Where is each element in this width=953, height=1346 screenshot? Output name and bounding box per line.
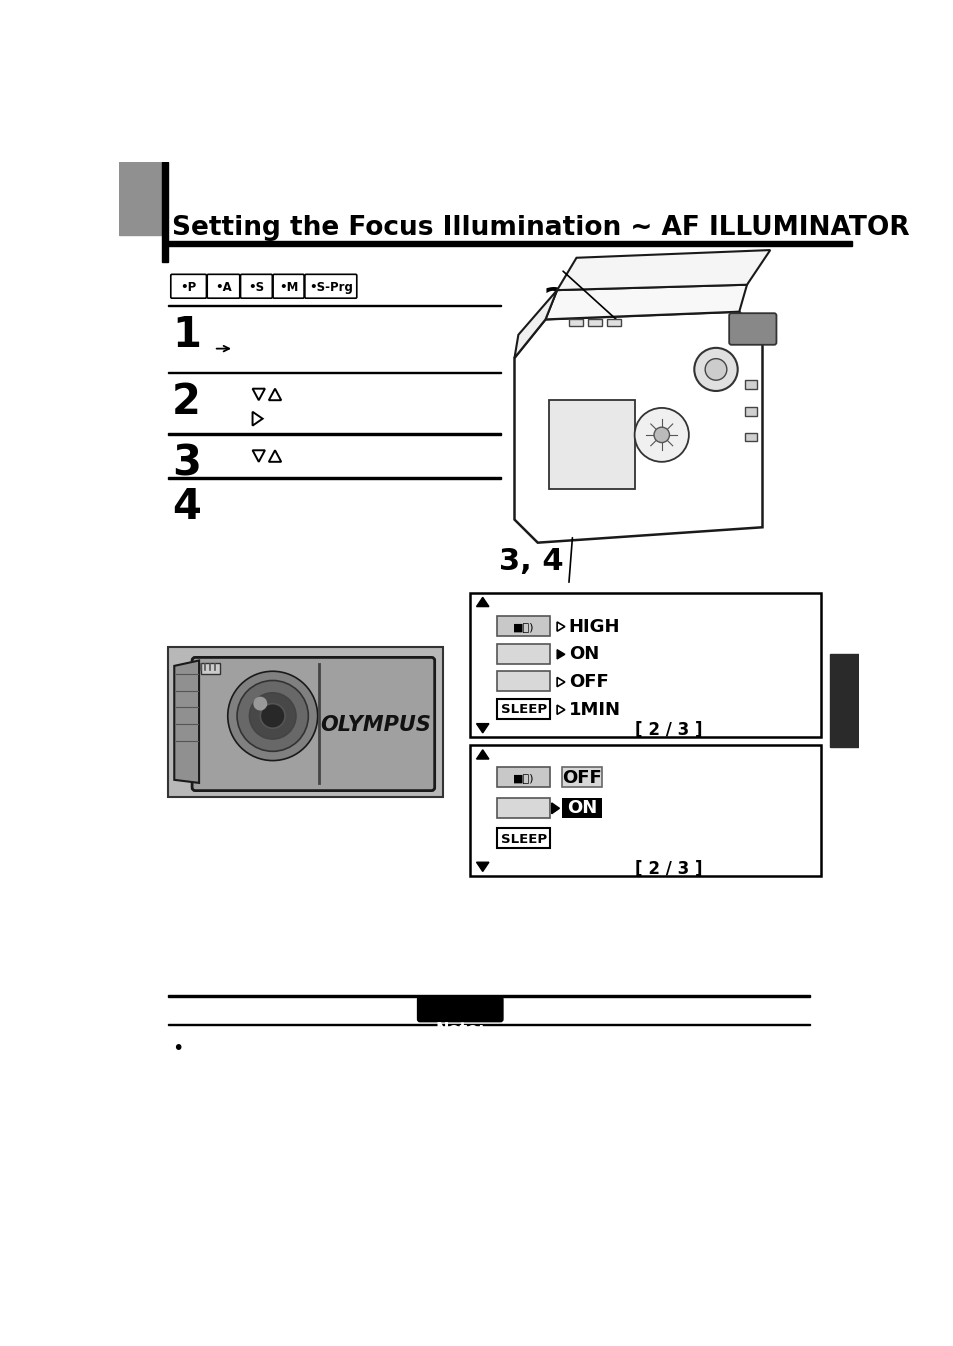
- Text: SLEEP: SLEEP: [500, 833, 546, 845]
- Text: ON: ON: [566, 800, 597, 817]
- Bar: [168, 304, 500, 307]
- Polygon shape: [545, 285, 746, 319]
- Bar: [119, 162, 162, 234]
- FancyBboxPatch shape: [192, 657, 435, 790]
- Polygon shape: [253, 451, 265, 462]
- Circle shape: [260, 704, 285, 728]
- Circle shape: [694, 347, 737, 390]
- FancyBboxPatch shape: [416, 996, 503, 1023]
- Bar: [470, 592, 820, 738]
- Text: OFF: OFF: [561, 769, 601, 786]
- Circle shape: [654, 427, 669, 443]
- Text: •S-Prg: •S-Prg: [309, 280, 353, 293]
- Text: •: •: [172, 1039, 183, 1058]
- FancyBboxPatch shape: [305, 275, 356, 299]
- Text: 2, 3: 2, 3: [543, 287, 608, 315]
- Polygon shape: [253, 412, 262, 425]
- Polygon shape: [269, 389, 281, 400]
- Bar: [497, 672, 550, 692]
- Text: [ 2 / 3 ]: [ 2 / 3 ]: [635, 859, 701, 878]
- Bar: [168, 646, 443, 797]
- Bar: [744, 432, 757, 441]
- Bar: [200, 662, 220, 673]
- Circle shape: [253, 697, 267, 711]
- Bar: [561, 767, 601, 787]
- Bar: [497, 767, 550, 787]
- Bar: [497, 616, 550, 635]
- FancyBboxPatch shape: [171, 275, 206, 299]
- FancyBboxPatch shape: [273, 275, 304, 299]
- Circle shape: [236, 681, 308, 751]
- Bar: [168, 1024, 809, 1026]
- Circle shape: [228, 672, 317, 760]
- Text: HIGH: HIGH: [568, 618, 619, 635]
- Bar: [561, 798, 601, 817]
- Circle shape: [704, 358, 726, 380]
- Text: SLEEP: SLEEP: [500, 703, 546, 716]
- Polygon shape: [514, 312, 761, 542]
- Polygon shape: [476, 724, 488, 732]
- Bar: [168, 433, 500, 435]
- Bar: [587, 319, 601, 326]
- Polygon shape: [174, 661, 199, 783]
- Text: OFF: OFF: [568, 673, 608, 690]
- Bar: [829, 654, 858, 747]
- Bar: [168, 478, 500, 479]
- Bar: [744, 380, 757, 389]
- FancyBboxPatch shape: [497, 699, 550, 719]
- Polygon shape: [557, 677, 564, 686]
- Bar: [497, 798, 550, 817]
- Bar: [168, 241, 851, 246]
- Text: Note:: Note:: [435, 1022, 484, 1036]
- Text: •P: •P: [180, 280, 196, 293]
- Circle shape: [249, 693, 295, 739]
- Bar: [168, 996, 809, 997]
- Bar: [568, 319, 582, 326]
- Bar: [497, 643, 550, 664]
- Polygon shape: [476, 750, 488, 759]
- Polygon shape: [476, 598, 488, 607]
- FancyBboxPatch shape: [497, 828, 550, 848]
- Bar: [470, 746, 820, 876]
- Text: 3, 4: 3, 4: [498, 546, 563, 576]
- FancyBboxPatch shape: [240, 275, 272, 299]
- Bar: [162, 162, 168, 261]
- Text: 3: 3: [172, 443, 201, 485]
- Text: OLYMPUS: OLYMPUS: [320, 715, 431, 735]
- Text: 4: 4: [172, 486, 201, 529]
- Text: •S: •S: [248, 280, 264, 293]
- Text: 1MIN: 1MIN: [568, 701, 620, 719]
- FancyBboxPatch shape: [207, 275, 239, 299]
- Polygon shape: [557, 622, 564, 631]
- FancyBboxPatch shape: [728, 314, 776, 345]
- Polygon shape: [557, 250, 769, 291]
- Text: ON: ON: [568, 645, 598, 664]
- Bar: [607, 319, 620, 326]
- Text: •M: •M: [278, 280, 298, 293]
- Polygon shape: [557, 650, 564, 660]
- Polygon shape: [514, 291, 557, 358]
- Bar: [744, 406, 757, 416]
- Text: ■⧦): ■⧦): [513, 622, 534, 631]
- Polygon shape: [557, 705, 564, 715]
- Circle shape: [634, 408, 688, 462]
- Text: 1: 1: [172, 314, 201, 355]
- Text: [ 2 / 3 ]: [ 2 / 3 ]: [635, 720, 701, 739]
- Text: •A: •A: [214, 280, 232, 293]
- Bar: [549, 400, 634, 489]
- Bar: [168, 371, 500, 373]
- Polygon shape: [476, 863, 488, 871]
- Text: 2: 2: [172, 381, 201, 423]
- Text: ■⧦): ■⧦): [513, 773, 534, 782]
- Polygon shape: [269, 451, 281, 462]
- Text: Setting the Focus Illumination ~ AF ILLUMINATOR: Setting the Focus Illumination ~ AF ILLU…: [172, 215, 908, 241]
- Polygon shape: [253, 389, 265, 400]
- Polygon shape: [551, 804, 558, 814]
